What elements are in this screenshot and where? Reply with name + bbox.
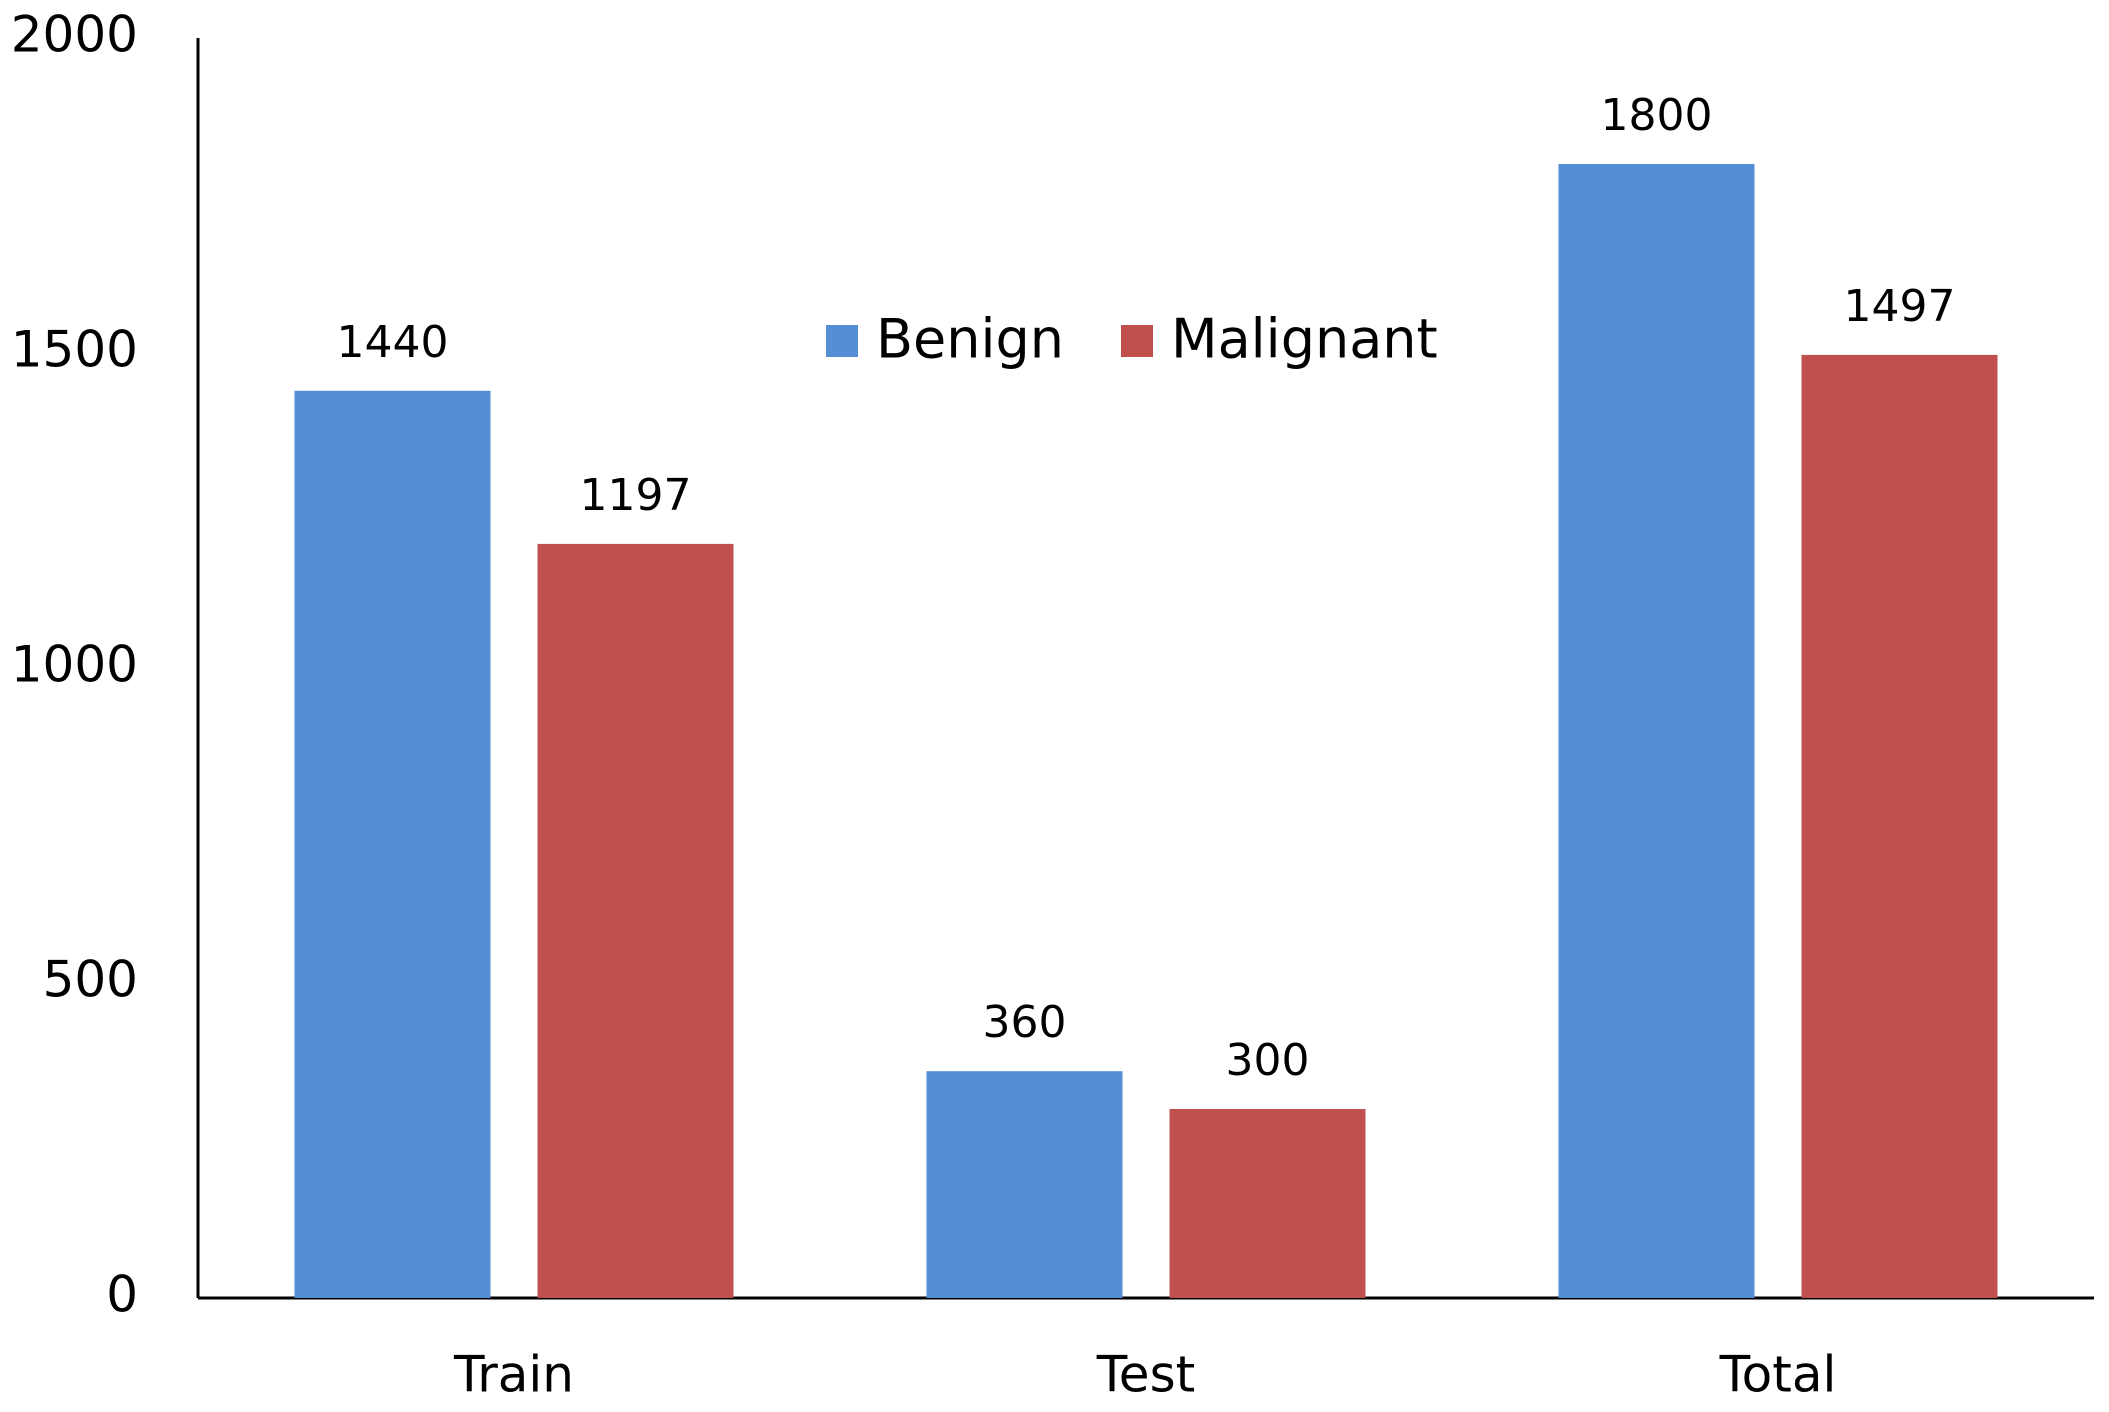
bar bbox=[926, 1071, 1123, 1298]
legend-label: Malignant bbox=[1171, 308, 1438, 371]
value-label: 1197 bbox=[580, 470, 692, 521]
value-label: 1800 bbox=[1601, 90, 1713, 141]
legend-label: Benign bbox=[876, 308, 1064, 371]
value-label: 300 bbox=[1226, 1035, 1310, 1086]
y-tick-label: 2000 bbox=[11, 6, 138, 64]
bar bbox=[537, 543, 734, 1298]
x-tick-label: Train bbox=[453, 1346, 574, 1404]
y-tick-label: 0 bbox=[106, 1266, 138, 1324]
legend-swatch bbox=[1121, 325, 1153, 357]
bar bbox=[1169, 1109, 1366, 1298]
legend-swatch bbox=[826, 325, 858, 357]
y-tick-label: 500 bbox=[43, 951, 138, 1009]
y-tick-label: 1500 bbox=[11, 321, 138, 379]
x-tick-label: Test bbox=[1096, 1346, 1195, 1404]
x-tick-label: Total bbox=[1719, 1346, 1837, 1404]
bar bbox=[1558, 164, 1755, 1298]
value-label: 1440 bbox=[337, 317, 449, 368]
y-tick-label: 1000 bbox=[11, 636, 138, 694]
value-label: 1497 bbox=[1844, 281, 1956, 332]
bar bbox=[294, 390, 491, 1298]
bar bbox=[1801, 354, 1998, 1298]
value-label: 360 bbox=[983, 997, 1067, 1048]
